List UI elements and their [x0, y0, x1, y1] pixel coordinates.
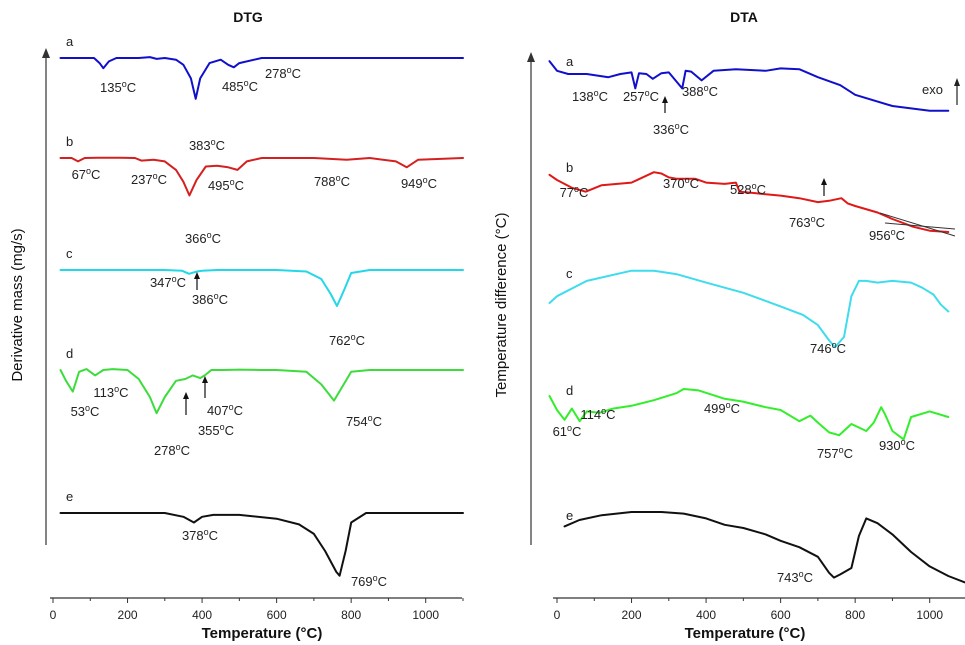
peak-label-d-3: 757oC	[817, 445, 853, 461]
x-tick-label: 0	[50, 608, 57, 622]
dtg-panel: DTG Derivative mass (mg/s) 0 200 400 600 800…	[9, 9, 464, 642]
peak-label-d-4: 407oC	[207, 402, 243, 418]
peak-label-b-2: 366oC	[185, 230, 221, 246]
series-e-curve	[59, 512, 464, 577]
series-c-letter: c	[66, 246, 73, 261]
series-e-curve	[563, 511, 965, 584]
x-tick-label: 800	[845, 608, 865, 622]
tangent-line	[884, 222, 956, 230]
peak-label-b-3: 763oC	[789, 214, 825, 230]
peak-label-b-4: 956oC	[869, 227, 905, 243]
series-b-letter: b	[66, 134, 73, 149]
peak-label-c-0: 746oC	[810, 340, 846, 356]
dta-curves: a 138oC 257oC 336oC 388oC b 77oC 370oC 528oC 763o…	[548, 54, 965, 585]
peak-label-e-0: 378oC	[182, 527, 218, 543]
x-tick-label: 200	[118, 608, 138, 622]
x-tick-label: 400	[696, 608, 716, 622]
x-tick-label: 800	[341, 608, 361, 622]
peak-arrow-icon	[194, 272, 200, 279]
dtg-y-arrow-icon	[42, 48, 50, 58]
peak-label-c-0: 347oC	[150, 274, 186, 290]
x-tick-label: 1000	[412, 608, 439, 622]
peak-label-b-1: 370oC	[663, 175, 699, 191]
peak-label-d-2: 278oC	[154, 442, 190, 458]
peak-arrow-icon	[183, 392, 189, 399]
series-a-curve	[59, 56, 464, 100]
peak-arrow-icon	[662, 96, 668, 103]
peak-label-b-2: 528oC	[730, 181, 766, 197]
peak-arrow-icon	[202, 376, 208, 383]
peak-label-c-2: 762oC	[329, 332, 365, 348]
peak-label-a-3: 388oC	[682, 83, 718, 99]
peak-label-b-5: 949oC	[401, 175, 437, 191]
x-tick-label: 600	[267, 608, 287, 622]
peak-label-d-3: 355oC	[198, 422, 234, 438]
peak-label-d-0: 53oC	[71, 403, 100, 419]
x-tick-label: 400	[192, 608, 212, 622]
series-a-curve	[548, 60, 950, 112]
series-c-letter: c	[566, 266, 573, 281]
peak-label-a-3: 485oC	[222, 78, 258, 94]
series-d-letter: d	[566, 383, 573, 398]
series-a-letter: a	[66, 34, 74, 49]
series-b-letter: b	[566, 160, 573, 175]
exo-annotation: exo	[922, 82, 943, 97]
peak-label-a-1: 278oC	[265, 65, 301, 81]
peak-label-a-2: 383oC	[189, 137, 225, 153]
x-tick-label: 600	[771, 608, 791, 622]
x-tick-label: 0	[554, 608, 561, 622]
series-d-letter: d	[66, 346, 73, 361]
tangent-line	[879, 212, 956, 237]
dtg-xlabel: Temperature (°C)	[202, 625, 323, 642]
peak-label-d-4: 930oC	[879, 437, 915, 453]
dta-ticks: 0 200 400 600 800 1000	[554, 598, 943, 622]
series-a-letter: a	[566, 54, 574, 69]
dta-y-arrow-icon	[527, 52, 535, 62]
series-e-letter: e	[66, 489, 73, 504]
dta-xlabel: Temperature (°C)	[685, 625, 806, 642]
peak-label-d-2: 499oC	[704, 400, 740, 416]
x-tick-label: 200	[622, 608, 642, 622]
peak-label-d-1: 114oC	[580, 406, 615, 422]
series-b-curve	[59, 156, 464, 197]
exo-arrow-icon	[954, 78, 960, 86]
dtg-ylabel: Derivative mass (mg/s)	[9, 228, 26, 381]
dta-ylabel: Temperature difference (°C)	[493, 213, 510, 398]
dtg-title: DTG	[233, 9, 263, 25]
series-c-curve	[59, 269, 464, 307]
peak-label-e-0: 743oC	[777, 569, 813, 585]
peak-label-d-5: 754oC	[346, 413, 382, 429]
series-d-curve	[59, 368, 464, 415]
series-d-curve	[548, 388, 950, 441]
peak-label-a-1: 257oC	[623, 88, 659, 104]
peak-label-c-1: 386oC	[192, 291, 228, 307]
dta-title: DTA	[730, 9, 758, 25]
dta-panel: DTA Temperature difference (°C) 0 200 400 6…	[493, 9, 965, 642]
peak-label-a-0: 138oC	[572, 88, 608, 104]
dtg-curves: a 135oC 278oC 383oC 485oC b 67oC 237oC 366oC 495o…	[59, 34, 464, 589]
peak-label-d-1: 113oC	[93, 384, 128, 400]
peak-arrow-icon	[821, 178, 827, 185]
peak-label-a-2: 336oC	[653, 121, 689, 137]
peak-label-b-0: 67oC	[72, 166, 101, 182]
dtg-ticks: 0 200 400 600 800 1000	[50, 598, 464, 622]
series-c-curve	[548, 269, 950, 349]
peak-label-e-1: 769oC	[351, 573, 387, 589]
x-tick-label: 1000	[916, 608, 943, 622]
peak-label-a-0: 135oC	[100, 79, 136, 95]
series-b-curve	[548, 171, 950, 233]
peak-label-b-0: 77oC	[560, 184, 589, 200]
peak-label-b-4: 788oC	[314, 173, 350, 189]
peak-label-d-0: 61oC	[553, 423, 582, 439]
peak-label-b-3: 495oC	[208, 177, 244, 193]
series-e-letter: e	[566, 508, 573, 523]
peak-label-b-1: 237oC	[131, 171, 167, 187]
